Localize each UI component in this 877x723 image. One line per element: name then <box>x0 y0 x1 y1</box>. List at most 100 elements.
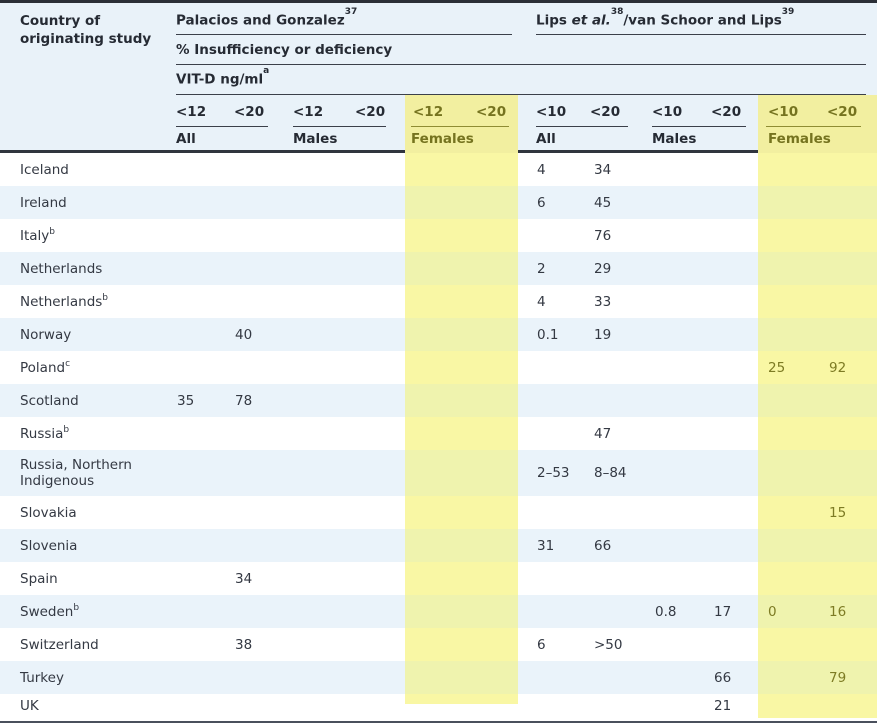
country-name: Slovakia <box>20 504 77 521</box>
value-cell <box>356 562 405 595</box>
value-cell <box>356 529 405 562</box>
value-cell: 19 <box>594 326 612 343</box>
value-cell: 0.1 <box>537 326 559 343</box>
value-cell <box>291 628 356 661</box>
value-cell <box>173 417 231 450</box>
value-cell: 2 <box>537 260 546 277</box>
country-name: UK <box>20 698 39 714</box>
country-cell: Sweden b <box>0 595 173 628</box>
value-cell <box>291 384 356 417</box>
country-cell: Netherlands b <box>0 285 173 318</box>
value-cell <box>405 351 468 384</box>
value-cell <box>291 595 356 628</box>
value-cell <box>356 595 405 628</box>
value-cell <box>533 351 590 384</box>
value-cell <box>468 351 518 384</box>
group-gap <box>518 628 533 661</box>
value-cell: 40 <box>235 326 253 343</box>
value-cell <box>590 562 651 595</box>
value-cell: 0 <box>758 595 820 628</box>
value-cell: 6 <box>537 636 546 653</box>
rule-under-males-right <box>652 126 746 127</box>
country-cell: Norway <box>0 318 173 351</box>
value-cell <box>405 661 468 694</box>
value-cell <box>356 661 405 694</box>
value-cell <box>405 153 468 186</box>
table-row: Sweden b 0.8 17 0 16 <box>0 595 877 628</box>
value-cell: 78 <box>235 392 253 409</box>
value-cell <box>173 562 231 595</box>
value-cell <box>758 450 820 496</box>
value-cell <box>291 661 356 694</box>
country-cell: Scotland <box>0 384 173 417</box>
country-name: Netherlands <box>20 293 103 310</box>
value-cell <box>356 186 405 219</box>
table-row: Scotland 35 78 <box>0 384 877 417</box>
value-cell <box>533 496 590 529</box>
value-cell <box>710 186 758 219</box>
group-gap <box>518 417 533 450</box>
value-cell <box>356 496 405 529</box>
females-highlight-band-left <box>405 95 518 153</box>
value-cell <box>758 153 820 186</box>
table-body: Iceland 4 34 Ireland 6 45 Italy b 76 Netherlands 2… <box>0 153 877 718</box>
group-gap <box>518 351 533 384</box>
value-cell <box>291 219 356 252</box>
value-cell <box>710 153 758 186</box>
value-cell <box>651 694 710 718</box>
country-name: Netherlands <box>20 260 103 277</box>
subgroup-label-males: Males <box>652 131 697 147</box>
value-cell <box>651 219 710 252</box>
value-cell <box>468 219 518 252</box>
value-cell <box>468 694 518 718</box>
rule-under-unit <box>176 94 866 95</box>
value-cell <box>758 496 820 529</box>
value-cell <box>590 496 651 529</box>
country-cell: Russia b <box>0 417 173 450</box>
value-cell <box>468 595 518 628</box>
value-cell <box>468 417 518 450</box>
column-header: <10 <box>652 104 683 120</box>
rule-under-measure <box>176 64 866 65</box>
column-header: <12 <box>293 104 324 120</box>
value-cell <box>651 529 710 562</box>
value-cell: 25 <box>758 351 820 384</box>
value-cell <box>651 562 710 595</box>
value-cell <box>820 186 877 219</box>
value-cell <box>590 351 651 384</box>
table-row: Slovakia 15 <box>0 496 877 529</box>
value-cell <box>710 628 758 661</box>
value-cell: >50 <box>594 636 623 653</box>
value-cell <box>758 417 820 450</box>
value-cell <box>820 285 877 318</box>
value-cell <box>405 595 468 628</box>
value-cell <box>405 384 468 417</box>
value-cell <box>405 628 468 661</box>
table-row: UK 21 <box>0 694 877 718</box>
reference-superscript: 37 <box>344 7 358 17</box>
value-cell <box>173 186 231 219</box>
value-cell <box>173 252 231 285</box>
value-cell <box>651 661 710 694</box>
value-cell: 17 <box>714 603 732 620</box>
value-cell <box>291 529 356 562</box>
value-cell: 79 <box>820 661 877 694</box>
value-cell <box>533 417 590 450</box>
value-cell <box>173 694 231 718</box>
rule-under-all-right <box>536 126 628 127</box>
rule-under-females-left <box>411 126 509 127</box>
value-cell <box>533 661 590 694</box>
value-cell <box>590 595 651 628</box>
table-row: Poland c 25 92 <box>0 351 877 384</box>
value-cell <box>651 153 710 186</box>
rule-under-palacios <box>176 34 512 35</box>
value-cell <box>758 384 820 417</box>
value-cell <box>651 285 710 318</box>
value-cell: 47 <box>594 425 612 442</box>
value-cell <box>231 252 291 285</box>
value-cell <box>356 694 405 718</box>
column-header: <10 <box>768 104 799 120</box>
value-cell <box>468 628 518 661</box>
column-header: <10 <box>536 104 567 120</box>
table-row: Spain 34 <box>0 562 877 595</box>
